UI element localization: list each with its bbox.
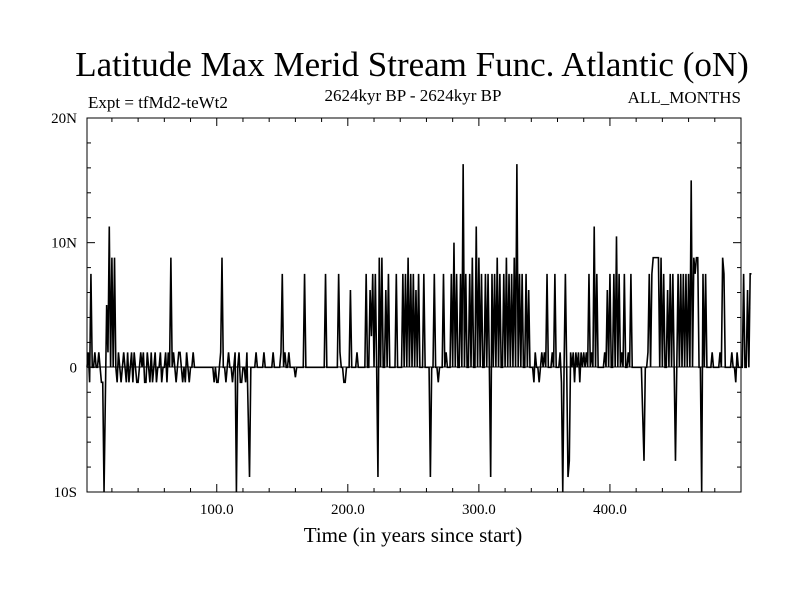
x-tick-label: 100.0 bbox=[200, 502, 234, 518]
y-tick-label: 20N bbox=[51, 111, 77, 127]
months-label: ALL_MONTHS bbox=[628, 88, 741, 107]
x-tick-label: 300.0 bbox=[462, 502, 496, 518]
x-axis-title: Time (in years since start) bbox=[304, 523, 523, 547]
expt-label: Expt = tfMd2-teWt2 bbox=[88, 93, 228, 112]
plot-frame bbox=[86, 117, 742, 493]
series-line-latitude_max bbox=[86, 164, 752, 493]
chart-title: Latitude Max Merid Stream Func. Atlantic… bbox=[75, 45, 749, 84]
x-axis-ticks: 100.0 200.0 300.0 400.0 bbox=[111, 118, 716, 518]
y-axis-ticks: 10S 0 10N 20N bbox=[51, 111, 741, 501]
series-layer bbox=[86, 164, 752, 493]
y-tick-label: 10S bbox=[54, 485, 77, 501]
y-tick-label: 0 bbox=[70, 360, 78, 376]
x-tick-label: 200.0 bbox=[331, 502, 365, 518]
x-tick-label: 400.0 bbox=[593, 502, 627, 518]
y-tick-label: 10N bbox=[51, 236, 77, 252]
plot-area: 100.0 200.0 300.0 400.0 10S 0 10N 20N bbox=[51, 111, 752, 518]
period-label: 2624kyr BP - 2624kyr BP bbox=[325, 86, 502, 105]
